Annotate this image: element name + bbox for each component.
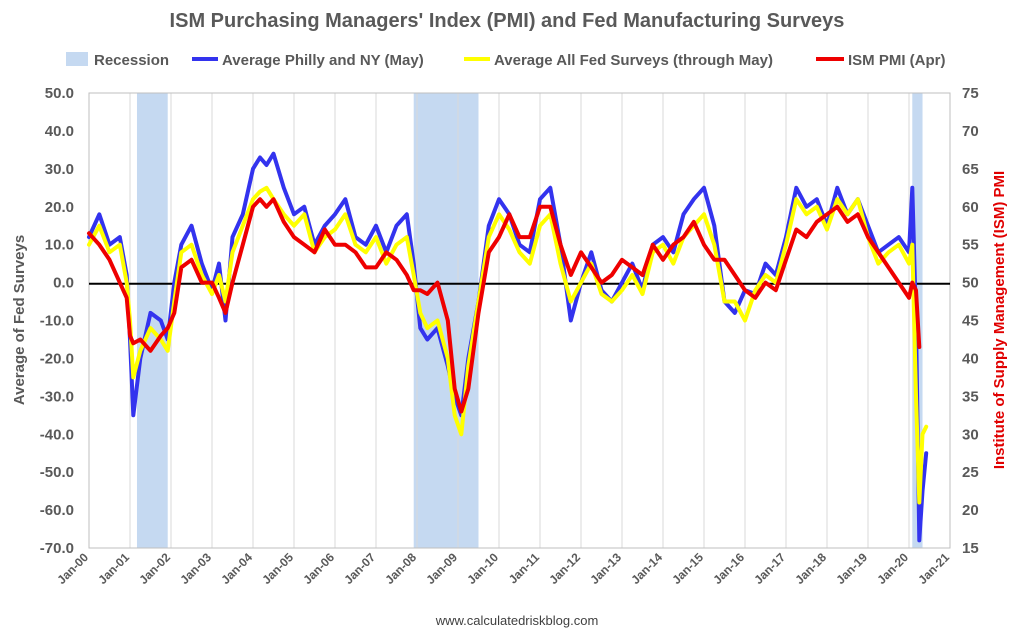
x-tick-label-17: Jan-17 <box>751 550 788 587</box>
x-tick-label-6: Jan-06 <box>300 550 337 587</box>
legend-label-ism: ISM PMI (Apr) <box>848 52 946 69</box>
y-left-tick-label-2: 30.0 <box>45 161 74 178</box>
y-right-tick-label-5: 50 <box>962 275 979 292</box>
y-axis-left-title: Average of Fed Surveys <box>11 235 28 405</box>
y-left-tick-label-6: -10.0 <box>40 313 74 330</box>
y-right-tick-label-1: 70 <box>962 123 979 140</box>
x-axis-ticks: Jan-00 Jan-01 Jan-02 Jan-03 Jan-04 Jan-05 Jan-… <box>54 550 952 587</box>
x-tick-label-15: Jan-15 <box>669 550 706 587</box>
x-tick-label-14: Jan-14 <box>628 550 665 587</box>
y-right-tick-label-3: 60 <box>962 199 979 216</box>
legend-swatch-recession <box>66 52 88 66</box>
x-tick-label-11: Jan-11 <box>506 550 543 587</box>
y-axis-right-title: Institute of Supply Management (ISM) PMI <box>991 171 1008 469</box>
y-left-tick-label-9: -40.0 <box>40 426 74 443</box>
x-tick-label-2: Jan-02 <box>136 550 173 587</box>
y-right-tick-label-4: 55 <box>962 237 979 254</box>
x-tick-label-5: Jan-05 <box>259 550 296 587</box>
y-right-tick-label-2: 65 <box>962 161 979 178</box>
y-right-tick-label-12: 15 <box>962 540 979 557</box>
y-left-tick-label-11: -60.0 <box>40 502 74 519</box>
x-tick-label-7: Jan-07 <box>341 550 378 587</box>
y-right-tick-label-7: 40 <box>962 350 979 367</box>
x-tick-label-3: Jan-03 <box>177 550 214 587</box>
y-right-tick-label-0: 75 <box>962 85 979 102</box>
x-tick-label-8: Jan-08 <box>382 550 419 587</box>
x-tick-label-16: Jan-16 <box>710 550 747 587</box>
series-lines <box>87 151 929 543</box>
y-right-tick-label-9: 30 <box>962 426 979 443</box>
y-left-tick-label-0: 50.0 <box>45 85 74 102</box>
y-left-tick-label-12: -70.0 <box>40 540 74 557</box>
x-tick-label-13: Jan-13 <box>587 550 624 587</box>
x-tick-label-18: Jan-18 <box>792 550 829 587</box>
y-left-tick-label-3: 20.0 <box>45 199 74 216</box>
y-right-tick-label-8: 35 <box>962 388 979 405</box>
x-tick-label-1: Jan-01 <box>95 550 132 587</box>
x-tick-label-19: Jan-19 <box>833 550 870 587</box>
legend-label-philly-ny: Average Philly and NY (May) <box>222 52 424 69</box>
y-right-tick-label-6: 45 <box>962 313 979 330</box>
right-axis-ticks: 75 70 65 60 55 50 45 40 35 30 25 20 15 <box>962 85 979 557</box>
recession-bands <box>136 93 923 548</box>
y-right-tick-label-10: 25 <box>962 464 979 481</box>
series-line-0 <box>87 151 929 543</box>
y-right-tick-label-11: 20 <box>962 502 979 519</box>
y-left-tick-label-8: -30.0 <box>40 388 74 405</box>
source-credit: www.calculatedriskblog.com <box>435 613 599 628</box>
x-tick-label-10: Jan-10 <box>464 550 501 587</box>
legend-label-all-fed: Average All Fed Surveys (through May) <box>494 52 773 69</box>
left-axis-ticks: 50.0 40.0 30.0 20.0 10.0 0.0 -10.0 -20.0 -30.0 -4… <box>40 85 74 557</box>
legend: Recession Average Philly and NY (May) Av… <box>66 52 946 69</box>
y-left-tick-label-5: 0.0 <box>53 275 74 292</box>
plot-area-border <box>88 92 951 549</box>
y-left-tick-label-1: 40.0 <box>45 123 74 140</box>
x-gridlines <box>88 93 951 548</box>
legend-label-recession: Recession <box>94 52 169 69</box>
x-tick-label-21: Jan-21 <box>915 550 952 587</box>
y-left-tick-label-10: -50.0 <box>40 464 74 481</box>
y-left-tick-label-4: 10.0 <box>45 237 74 254</box>
x-tick-label-20: Jan-20 <box>874 550 911 587</box>
x-tick-label-4: Jan-04 <box>218 550 255 587</box>
y-left-tick-label-7: -20.0 <box>40 350 74 367</box>
x-tick-label-9: Jan-09 <box>423 550 460 587</box>
chart-title: ISM Purchasing Managers' Index (PMI) and… <box>170 10 845 32</box>
recession-band-0 <box>136 93 168 548</box>
series-line-2 <box>87 197 922 414</box>
x-tick-label-12: Jan-12 <box>546 550 583 587</box>
